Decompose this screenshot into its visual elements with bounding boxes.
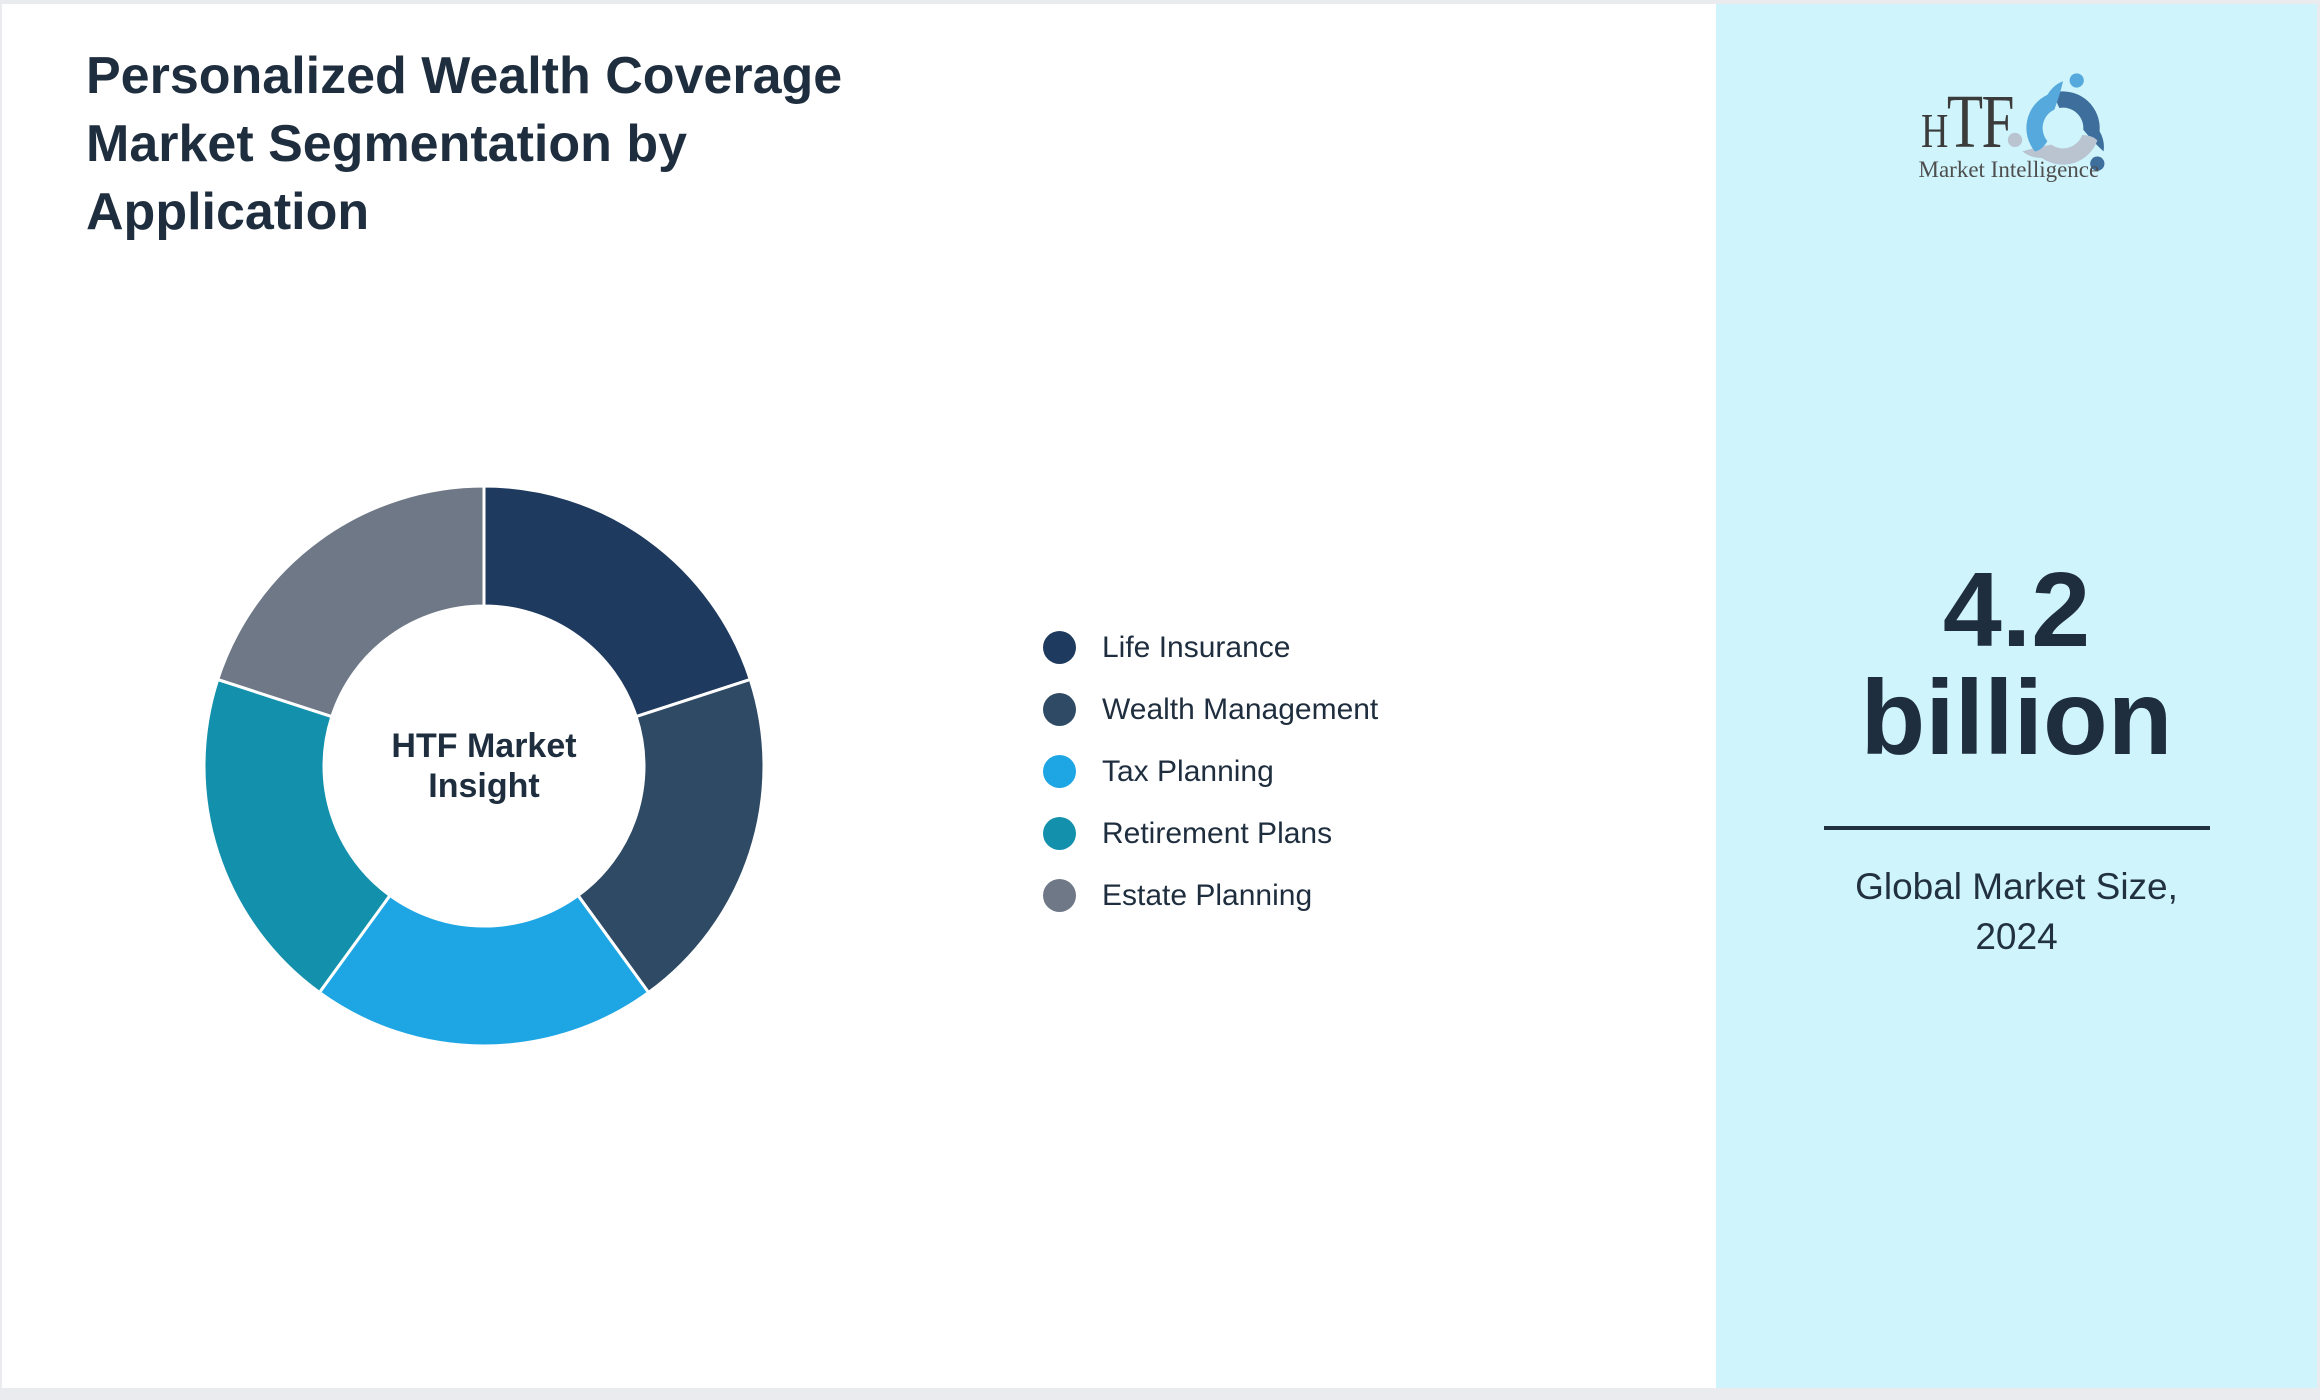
page-title-line: Application bbox=[86, 183, 370, 241]
legend-item: Tax Planning bbox=[1043, 755, 1378, 788]
htf-logo: HTF Market Intelligence bbox=[1917, 70, 2117, 186]
donut-slice-tax-planning bbox=[317, 893, 651, 1048]
legend-swatch-icon bbox=[1043, 631, 1076, 664]
donut-center-label-line: HTF Market bbox=[391, 727, 577, 765]
market-size-caption: Global Market Size, 2024 bbox=[1716, 862, 2317, 962]
legend-label: Estate Planning bbox=[1102, 879, 1313, 912]
legend-swatch-icon bbox=[1043, 755, 1076, 788]
legend-swatch-icon bbox=[1043, 693, 1076, 726]
legend-item: Wealth Management bbox=[1043, 693, 1378, 726]
market-size-caption-line: Global Market Size, bbox=[1855, 866, 2178, 907]
market-size-value: 4.2 bbox=[1942, 551, 2091, 669]
donut-center-label: HTF Market Insight bbox=[391, 726, 576, 806]
legend-swatch-icon bbox=[1043, 817, 1076, 850]
donut-chart-svg bbox=[202, 484, 766, 1048]
legend-label: Life Insurance bbox=[1102, 631, 1291, 664]
sidebar-divider bbox=[1823, 826, 2210, 830]
legend-item: Estate Planning bbox=[1043, 879, 1378, 912]
market-size-sidebar: HTF Market Intelligence bbox=[1716, 4, 2317, 1388]
donut-center-label-line: Insight bbox=[428, 767, 540, 805]
content-card: Personalized Wealth Coverage Market Segm… bbox=[2, 4, 2317, 1388]
swirl-figures-icon bbox=[2007, 73, 2104, 171]
htf-logo-text: HTF bbox=[1920, 80, 2014, 164]
market-size-unit: billion bbox=[1860, 659, 2173, 777]
donut-slice-wealth-management bbox=[575, 677, 766, 995]
legend-label: Tax Planning bbox=[1102, 755, 1274, 788]
market-size-caption-line: 2024 bbox=[1975, 916, 2058, 957]
legend-label: Wealth Management bbox=[1102, 693, 1379, 726]
legend-item: Retirement Plans bbox=[1043, 817, 1378, 850]
legend-label: Retirement Plans bbox=[1102, 817, 1333, 850]
legend-swatch-icon bbox=[1043, 879, 1076, 912]
page-title: Personalized Wealth Coverage Market Segm… bbox=[86, 42, 946, 246]
htf-logo-subtext: Market Intelligence bbox=[1918, 157, 2100, 182]
donut-slice-life-insurance bbox=[482, 484, 753, 719]
legend-item: Life Insurance bbox=[1043, 631, 1378, 664]
page-title-line: Personalized Wealth Coverage bbox=[86, 47, 843, 105]
donut-chart: HTF Market Insight bbox=[184, 466, 784, 1066]
page-title-line: Market Segmentation by bbox=[86, 115, 688, 173]
chart-legend: Life Insurance Wealth Management Tax Pla… bbox=[1043, 631, 1378, 912]
donut-slice-retirement-plans bbox=[202, 677, 393, 995]
donut-slice-estate-planning bbox=[215, 484, 486, 719]
